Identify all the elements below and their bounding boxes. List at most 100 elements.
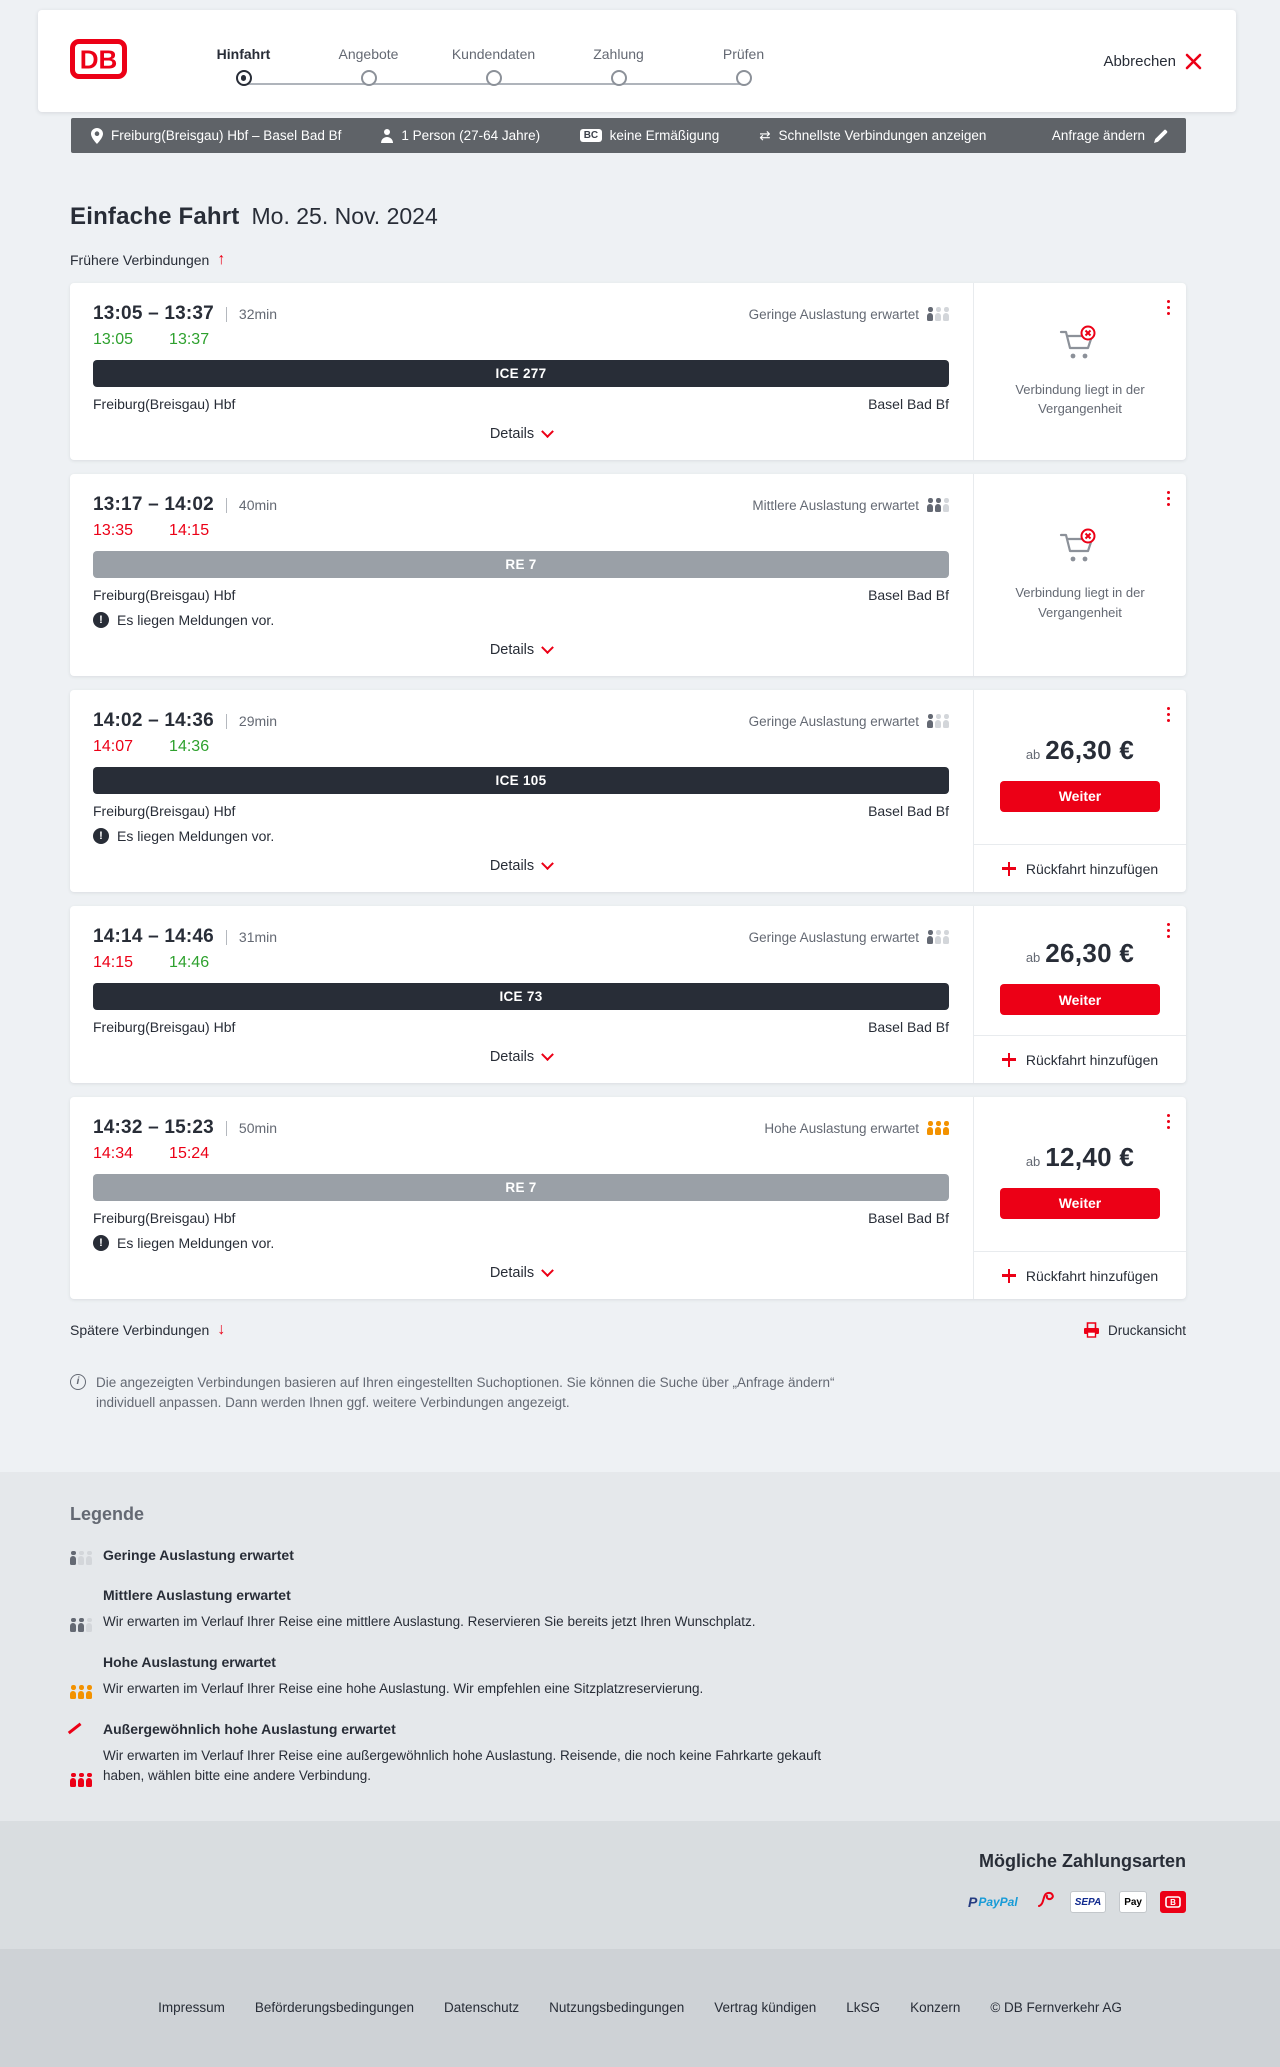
occupancy-icon (927, 930, 949, 944)
arrival-actual-time: 15:24 (169, 1145, 210, 1162)
divider (225, 306, 227, 322)
footer-link-nutzungsbedingungen[interactable]: Nutzungsbedingungen (549, 2000, 685, 2015)
more-options-button[interactable] (1165, 295, 1173, 320)
departure-actual-time: 14:07 (93, 738, 134, 755)
legend-item: Mittlere Auslastung erwartet Wir erwarte… (70, 1587, 1186, 1632)
past-connection-notice: Verbindung liegt in der Vergangenheit (974, 309, 1186, 435)
arrival-station: Basel Bad Bf (868, 587, 949, 603)
footer-link-datenschutz[interactable]: Datenschutz (444, 2000, 520, 2015)
cancel-button[interactable]: Abbrechen (1103, 53, 1202, 70)
pencil-icon (1154, 129, 1168, 143)
alert-icon: ! (93, 1235, 109, 1251)
earlier-connections-button[interactable]: Frühere Verbindungen ↑ (70, 251, 226, 268)
plus-icon (1001, 861, 1016, 876)
arrival-station: Basel Bad Bf (868, 1210, 949, 1226)
occupancy-low-icon (70, 1548, 92, 1565)
bahncard-icon: BC (580, 129, 602, 142)
footer-link-lksg[interactable]: LkSG (846, 2000, 881, 2015)
chevron-down-icon (541, 1263, 555, 1277)
price-value: 12,40 € (1045, 1141, 1135, 1172)
connection-duration: 29min (238, 713, 278, 729)
departure-actual-time: 13:05 (93, 331, 134, 348)
legend-item: Geringe Auslastung erwartet (70, 1547, 1186, 1565)
connection-card: 13:17 – 14:02 40min Mittlere Auslastung … (70, 474, 1186, 676)
payment-methods: P PayPal SEPA Pay B (70, 1890, 1186, 1915)
add-return-button[interactable]: Rückfahrt hinzufügen (974, 844, 1186, 892)
weiter-button[interactable]: Weiter (1000, 984, 1160, 1015)
occupancy-icon (927, 307, 949, 321)
train-segment-bar[interactable]: ICE 73 (93, 983, 949, 1010)
departure-station: Freiburg(Breisgau) Hbf (93, 1019, 236, 1035)
connection-time-range: 13:17 – 14:02 (93, 494, 214, 515)
add-return-button[interactable]: Rückfahrt hinzufügen (974, 1251, 1186, 1299)
connection-action-rail: Verbindung liegt in der Vergangenheit (973, 474, 1186, 676)
page-title: Einfache Fahrt Mo. 25. Nov. 2024 (70, 203, 1186, 231)
weiter-button[interactable]: Weiter (1000, 1187, 1160, 1219)
train-segment-bar[interactable]: ICE 277 (93, 360, 949, 387)
trip-route: Freiburg(Breisgau) Hbf – Basel Bad Bf (91, 127, 341, 144)
train-segment-bar[interactable]: RE 7 (93, 551, 949, 578)
arrival-station: Basel Bad Bf (868, 1019, 949, 1035)
step-zahlung[interactable]: Zahlung (556, 30, 681, 102)
later-connections-button[interactable]: Spätere Verbindungen ↓ (70, 1321, 226, 1338)
weiter-button[interactable]: Weiter (1000, 780, 1160, 812)
step-pruefen[interactable]: Prüfen (681, 30, 806, 102)
train-segment-bar[interactable]: RE 7 (93, 1174, 949, 1201)
occupancy-info: Geringe Auslastung erwartet (749, 930, 949, 945)
connection-duration: 31min (238, 929, 278, 945)
print-view-button[interactable]: Druckansicht (1083, 1322, 1186, 1338)
messages-notice: ! Es liegen Meldungen vor. (93, 828, 949, 844)
step-kundendaten[interactable]: Kundendaten (431, 30, 556, 102)
footer-link-vertrag-kuendigen[interactable]: Vertrag kündigen (714, 2000, 817, 2015)
swap-arrows-icon: ⇄ (759, 127, 771, 143)
more-options-button[interactable] (1165, 918, 1173, 943)
trip-passengers: 1 Person (27-64 Jahre) (381, 128, 540, 143)
checkout-stepper: Hinfahrt Angebote Kundendaten Zahlung Pr… (181, 30, 806, 102)
connection-duration: 50min (238, 1120, 278, 1136)
details-toggle[interactable]: Details (490, 1035, 555, 1071)
footer-link-konzern[interactable]: Konzern (910, 2000, 961, 2015)
step-dot (735, 70, 752, 86)
arrival-actual-time: 14:36 (169, 738, 210, 755)
footer-copyright: © DB Fernverkehr AG (990, 2000, 1122, 2015)
db-logo: DB (70, 38, 127, 84)
occupancy-high-icon (70, 1655, 92, 1699)
details-toggle[interactable]: Details (490, 1251, 555, 1287)
legend-title: Legende (70, 1503, 145, 1524)
arrow-down-icon: ↓ (217, 1321, 226, 1338)
occupancy-info: Geringe Auslastung erwartet (749, 714, 949, 729)
connection-duration: 32min (238, 306, 278, 322)
add-return-button[interactable]: Rückfahrt hinzufügen (974, 1035, 1186, 1083)
details-toggle[interactable]: Details (490, 844, 555, 880)
train-segment-bar[interactable]: ICE 105 (93, 767, 949, 794)
price-value: 26,30 € (1045, 734, 1135, 765)
step-hinfahrt[interactable]: Hinfahrt (181, 30, 306, 102)
search-options-note: i Die angezeigten Verbindungen basieren … (70, 1373, 860, 1414)
footer-link-befoerderungsbedingungen[interactable]: Beförderungsbedingungen (254, 2000, 415, 2015)
alert-icon: ! (93, 828, 109, 844)
step-angebote[interactable]: Angebote (306, 30, 431, 102)
details-toggle[interactable]: Details (490, 412, 555, 448)
price-value: 26,30 € (1045, 938, 1135, 968)
step-dot (610, 70, 627, 86)
occupancy-medium-icon (70, 1588, 92, 1632)
occupancy-info: Geringe Auslastung erwartet (749, 307, 949, 322)
arrival-actual-time: 14:46 (169, 954, 210, 971)
connection-time-range: 13:05 – 13:37 (93, 303, 214, 324)
connection-duration: 40min (238, 497, 278, 513)
arrival-station: Basel Bad Bf (868, 803, 949, 819)
more-options-button[interactable] (1165, 486, 1173, 511)
chevron-down-icon (541, 856, 555, 870)
occupancy-exceptional-icon (70, 1722, 92, 1787)
arrival-station: Basel Bad Bf (868, 396, 949, 412)
details-toggle[interactable]: Details (490, 628, 555, 664)
db-payment-icon: B (1160, 1891, 1186, 1913)
giropay-icon (1035, 1890, 1057, 1915)
more-options-button[interactable] (1165, 702, 1173, 727)
connection-action-rail: ab 26,30 € Weiter Rückfahrt hinzufügen (973, 906, 1186, 1083)
footer-link-impressum[interactable]: Impressum (158, 2000, 225, 2015)
more-options-button[interactable] (1165, 1109, 1173, 1134)
price-block: ab 26,30 € Weiter (974, 690, 1186, 844)
change-request-button[interactable]: Anfrage ändern (1052, 128, 1168, 143)
arrival-actual-time: 13:37 (169, 331, 210, 348)
